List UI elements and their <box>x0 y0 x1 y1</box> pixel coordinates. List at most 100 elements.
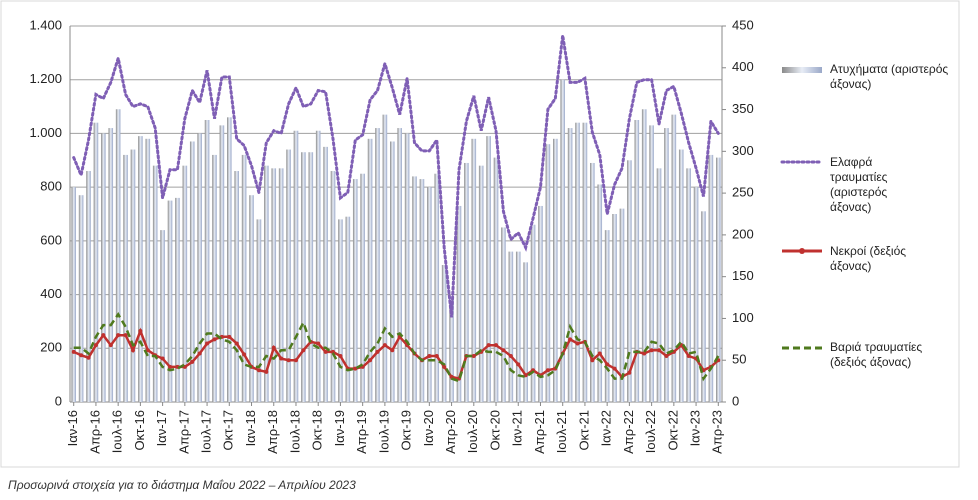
point <box>568 337 573 342</box>
bar <box>345 216 351 402</box>
bar <box>375 128 380 403</box>
point <box>123 333 128 338</box>
point <box>516 362 521 367</box>
bar <box>530 224 536 402</box>
bar <box>641 109 647 402</box>
series-line <box>73 311 720 383</box>
point <box>138 328 143 333</box>
x-tick-label: Απρ-23 <box>710 410 725 454</box>
y-tick-label: 600 <box>40 232 62 247</box>
bar <box>182 165 188 402</box>
bar <box>330 171 336 402</box>
bar <box>360 173 365 402</box>
point <box>168 364 173 369</box>
bar <box>389 141 395 402</box>
point <box>316 341 321 346</box>
bar <box>649 125 654 402</box>
legend-text: Νεκροί (δεξιός άξονας) <box>830 244 907 273</box>
legend-text: Ελαφρά τραυματίες (αριστερός άξονας) <box>830 155 888 214</box>
x-tick-label: Ιουλ-21 <box>554 410 569 453</box>
point <box>79 353 84 358</box>
bar <box>701 211 706 402</box>
bar <box>708 154 714 402</box>
bar <box>597 184 603 402</box>
bar <box>567 128 573 403</box>
bar <box>515 251 521 402</box>
y-tick-label: 800 <box>40 179 62 194</box>
bar <box>582 122 588 402</box>
point <box>597 351 602 356</box>
point <box>264 369 269 374</box>
bar <box>404 133 410 402</box>
bar <box>627 160 632 402</box>
bar <box>352 179 358 402</box>
point <box>130 348 135 353</box>
point <box>612 366 617 371</box>
bar <box>130 149 136 402</box>
x-tick-label: Ιαν-19 <box>332 410 347 446</box>
bar <box>189 141 195 402</box>
x-tick-label: Ιαν-20 <box>421 410 436 446</box>
point <box>434 354 439 359</box>
bar <box>678 149 684 402</box>
bar <box>612 214 617 402</box>
y-tick-label: 1.400 <box>29 17 62 32</box>
bar <box>308 152 314 402</box>
point <box>338 354 343 359</box>
point <box>71 349 76 354</box>
legend-text: Βαριά τραυματίες (δεξιός άξονας) <box>830 340 923 369</box>
x-tick-label: Οκτ-19 <box>399 410 414 451</box>
x-tick-label: Οκτ-20 <box>487 410 502 451</box>
bar <box>471 138 477 403</box>
frame <box>0 0 960 468</box>
x-tick-label: Απρ-20 <box>443 410 458 454</box>
point <box>197 351 202 356</box>
y2-tick-label: 0 <box>732 393 739 408</box>
x-tick-label: Ιουλ-20 <box>465 410 480 453</box>
bar <box>619 208 625 402</box>
point <box>286 358 291 363</box>
point <box>494 343 499 348</box>
bar <box>338 219 343 402</box>
bar <box>590 162 595 402</box>
bar <box>441 265 447 402</box>
y2-tick-label: 400 <box>732 59 754 74</box>
point <box>271 345 276 350</box>
point <box>664 354 669 359</box>
bar <box>101 133 106 402</box>
bar <box>160 230 165 402</box>
bar <box>226 117 232 403</box>
point <box>508 354 513 359</box>
bar <box>197 133 202 402</box>
bar <box>449 299 454 402</box>
bar <box>523 262 528 402</box>
y2-tick-label: 200 <box>732 226 754 241</box>
x-tick-label: Ιουλ-22 <box>643 410 658 453</box>
point <box>545 368 550 373</box>
bar <box>501 227 506 402</box>
bar <box>145 138 151 403</box>
bar <box>108 128 114 403</box>
y2-tick-label: 350 <box>732 101 754 116</box>
bar <box>323 146 328 402</box>
x-tick-label: Απρ-22 <box>621 410 636 454</box>
bar <box>278 168 284 402</box>
bar <box>486 136 491 402</box>
bar <box>604 230 610 402</box>
bar <box>256 219 262 402</box>
bar <box>86 171 91 402</box>
point <box>323 349 328 354</box>
point <box>353 366 358 371</box>
bar <box>138 136 143 402</box>
y-tick-label: 400 <box>40 286 62 301</box>
point <box>279 356 284 361</box>
bar <box>686 168 691 402</box>
bar <box>552 138 558 403</box>
x-tick-label: Απρ-16 <box>87 410 102 454</box>
point <box>93 343 98 348</box>
y-tick-label: 1.200 <box>29 71 62 86</box>
point <box>205 341 210 346</box>
legend-swatch <box>799 248 805 254</box>
legend-text: Ατυχήματα (αριστερός άξονας) <box>830 62 949 91</box>
